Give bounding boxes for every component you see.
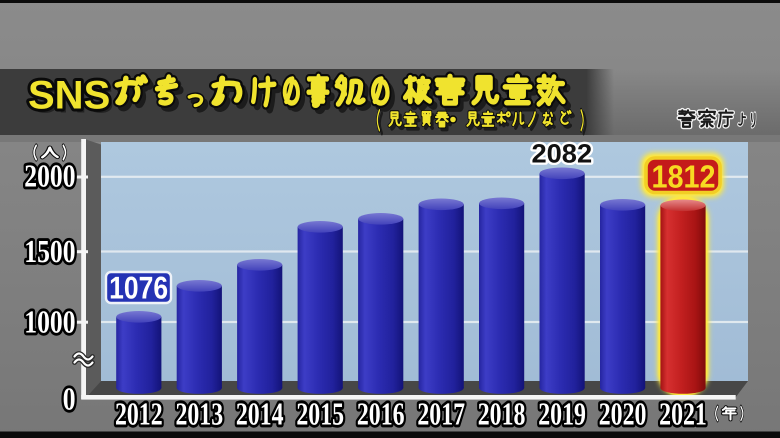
svg-text:2013: 2013 — [175, 396, 223, 432]
svg-text:2016: 2016 — [357, 396, 405, 432]
svg-text:2014: 2014 — [236, 396, 284, 432]
svg-text:2000: 2000 — [24, 158, 75, 194]
svg-text:2021: 2021 — [659, 396, 707, 432]
svg-text:1500: 1500 — [24, 233, 75, 269]
svg-text:1000: 1000 — [24, 304, 75, 340]
svg-text:2017: 2017 — [417, 396, 465, 432]
svg-text:2082: 2082 — [531, 139, 592, 169]
svg-text:SNS: SNS — [28, 73, 110, 117]
svg-text:1076: 1076 — [109, 270, 168, 306]
svg-text:2018: 2018 — [478, 396, 526, 432]
svg-text:2015: 2015 — [296, 396, 344, 432]
svg-text:SNS: SNS — [32, 77, 114, 121]
svg-text:2082: 2082 — [531, 139, 592, 169]
svg-text:0: 0 — [63, 381, 76, 417]
svg-text:2019: 2019 — [538, 396, 586, 432]
svg-text:2012: 2012 — [115, 396, 163, 432]
svg-text:1812: 1812 — [651, 158, 715, 194]
svg-text:2020: 2020 — [599, 396, 647, 432]
